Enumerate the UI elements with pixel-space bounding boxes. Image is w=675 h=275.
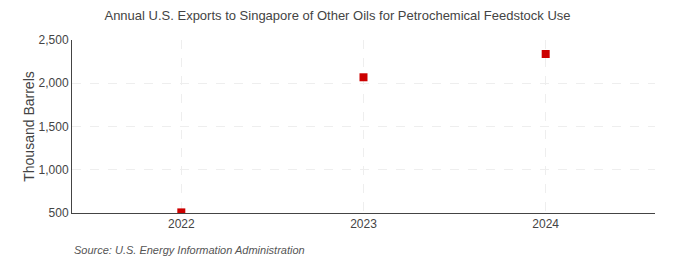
svg-text:2023: 2023 [350, 217, 377, 231]
svg-text:2,500: 2,500 [39, 33, 69, 47]
svg-text:2024: 2024 [532, 217, 559, 231]
svg-text:2022: 2022 [168, 217, 195, 231]
svg-text:Source: U.S. Energy Informatio: Source: U.S. Energy Information Administ… [74, 244, 305, 256]
svg-text:Thousand Barrels: Thousand Barrels [21, 71, 37, 182]
svg-text:2,000: 2,000 [39, 76, 69, 90]
svg-text:500: 500 [49, 206, 69, 220]
svg-text:Annual U.S. Exports to Singapo: Annual U.S. Exports to Singapore of Othe… [104, 8, 570, 23]
svg-text:1,000: 1,000 [39, 163, 69, 177]
svg-text:1,500: 1,500 [39, 120, 69, 134]
